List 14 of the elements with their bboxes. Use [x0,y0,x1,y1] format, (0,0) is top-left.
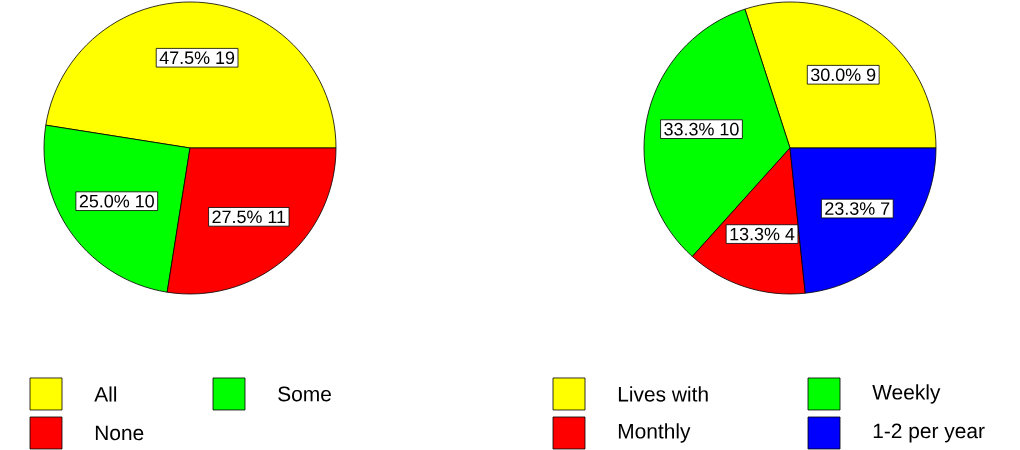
legend-label: Weekly [872,384,941,404]
legend-label: Some [278,386,331,402]
legend-label: None [95,425,144,441]
legend-label: Lives with [618,386,708,402]
legend-label: All [94,386,117,402]
data-label: 13.3% 4 [730,227,795,241]
data-label: 27.5% 11 [212,210,286,224]
data-label: 25.0% 10 [79,194,154,208]
data-label: 30.0% 9 [811,68,876,82]
data-label: 47.5% 19 [159,51,235,65]
data-label: 23.3% 7 [825,202,890,215]
legend-label: 1-2 per year [873,423,985,443]
legend-label: Monthly [618,423,691,443]
data-label: 33.3% 10 [664,122,739,136]
